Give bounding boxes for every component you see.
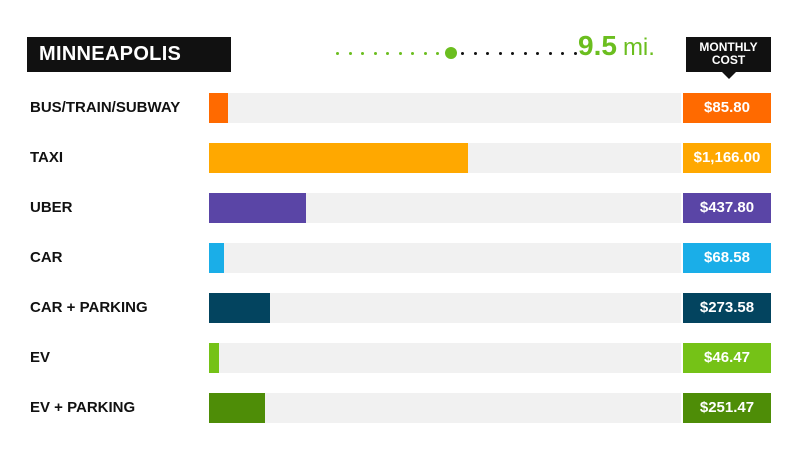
bar <box>209 93 229 123</box>
bar <box>209 293 270 323</box>
slider-track-dot <box>398 52 402 55</box>
slider-track-dot <box>573 52 577 55</box>
category-label: CAR <box>30 249 63 266</box>
bar-track <box>209 343 681 373</box>
bar <box>209 343 220 373</box>
bar-track <box>209 243 681 273</box>
slider-track-dot <box>361 52 364 55</box>
value-label: $85.80 <box>683 93 771 123</box>
slider-track-dot <box>548 52 552 55</box>
slider-track-dot <box>473 52 477 55</box>
bar-track <box>209 393 681 423</box>
category-label: CAR + PARKING <box>30 299 148 316</box>
slider-track-dot <box>536 52 539 55</box>
city-title: MINNEAPOLIS <box>27 37 231 72</box>
slider-track-dot <box>348 52 352 55</box>
bar-track <box>209 143 681 173</box>
chart-row: EV $46.47 <box>0 343 801 373</box>
distance-slider[interactable] <box>336 38 577 68</box>
slider-knob[interactable] <box>445 47 457 59</box>
slider-track-dot <box>386 52 389 55</box>
category-label: UBER <box>30 199 73 216</box>
bar <box>209 193 307 223</box>
chart-row: TAXI $1,166.00 <box>0 143 801 173</box>
chart-row: CAR + PARKING $273.58 <box>0 293 801 323</box>
category-label: BUS/TRAIN/SUBWAY <box>30 99 181 116</box>
slider-track-dot <box>411 52 414 55</box>
slider-track-dot <box>461 52 464 55</box>
slider-track-dot <box>336 52 339 55</box>
chart-row: UBER $437.80 <box>0 193 801 223</box>
slider-track-dot <box>373 52 377 55</box>
category-label: TAXI <box>30 149 64 166</box>
monthly-cost-header-line1: MONTHLY <box>699 40 758 54</box>
slider-track-dot <box>486 52 489 55</box>
bar <box>209 143 468 173</box>
chart-row: BUS/TRAIN/SUBWAY $85.80 <box>0 93 801 123</box>
bar <box>209 393 265 423</box>
slider-track-dot <box>498 52 502 55</box>
bar-track <box>209 293 681 323</box>
slider-track-dot <box>523 52 527 55</box>
value-label: $46.47 <box>683 343 771 373</box>
category-label: EV + PARKING <box>30 399 136 416</box>
monthly-cost-header: MONTHLY COST <box>686 37 771 79</box>
bar-track <box>209 93 681 123</box>
bar-track <box>209 193 681 223</box>
slider-track-dot <box>436 52 439 55</box>
monthly-cost-header-line2: COST <box>711 53 746 67</box>
slider-track-dot <box>423 52 427 55</box>
value-label: $273.58 <box>683 293 771 323</box>
slider-track-dot <box>511 52 514 55</box>
value-label: $437.80 <box>683 193 771 223</box>
distance-unit: mi. <box>622 34 655 61</box>
chart-row: EV + PARKING $251.47 <box>0 393 801 423</box>
distance-readout: 9.5 mi. <box>578 30 655 70</box>
bar <box>209 243 225 273</box>
distance-value: 9.5 <box>578 30 617 61</box>
slider-track-dot <box>561 52 564 55</box>
value-label: $68.58 <box>683 243 771 273</box>
chart-row: CAR $68.58 <box>0 243 801 273</box>
category-label: EV <box>30 349 51 366</box>
value-label: $1,166.00 <box>683 143 771 173</box>
value-label: $251.47 <box>683 393 771 423</box>
